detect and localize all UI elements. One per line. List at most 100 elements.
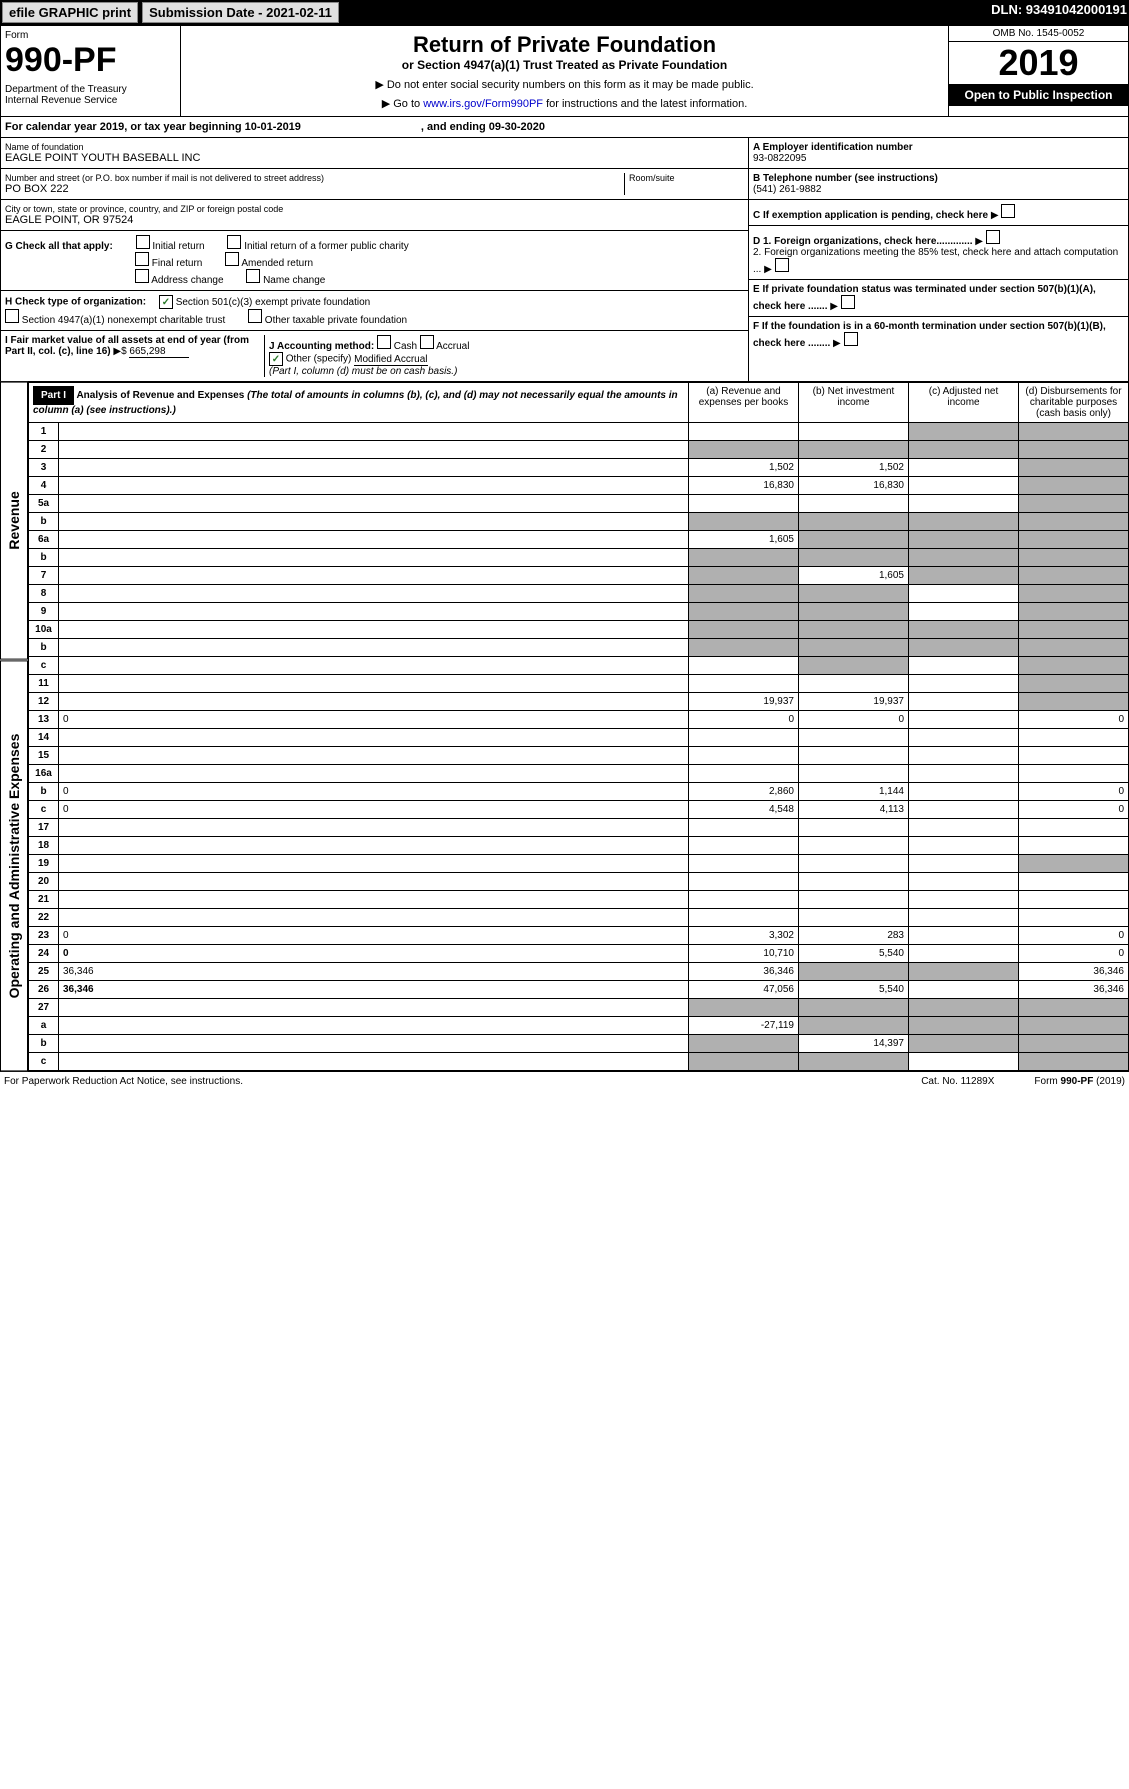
other-method-val: Modified Accrual — [354, 354, 427, 366]
val-b — [799, 639, 909, 657]
val-a: 1,502 — [689, 459, 799, 477]
val-c — [909, 729, 1019, 747]
omb: OMB No. 1545-0052 — [949, 26, 1128, 42]
val-d — [1019, 693, 1129, 711]
table-row: 31,5021,502 — [29, 459, 1129, 477]
table-row: 8 — [29, 585, 1129, 603]
row-desc — [59, 657, 689, 675]
submission-btn[interactable]: Submission Date - 2021-02-11 — [142, 2, 339, 23]
val-c — [909, 1053, 1019, 1071]
val-d — [1019, 765, 1129, 783]
val-b: 5,540 — [799, 945, 909, 963]
part1-label: Part I — [33, 386, 74, 405]
opt-other: Other (specify) — [286, 354, 352, 365]
val-b: 5,540 — [799, 981, 909, 999]
cb-4947[interactable] — [5, 309, 19, 323]
table-row: 416,83016,830 — [29, 477, 1129, 495]
form-title: Return of Private Foundation — [187, 32, 942, 58]
val-a: 19,937 — [689, 693, 799, 711]
col-d: (d) Disbursements for charitable purpose… — [1019, 383, 1129, 423]
cb-initial[interactable] — [136, 235, 150, 249]
val-c — [909, 495, 1019, 513]
row-num: b — [29, 639, 59, 657]
val-a — [689, 423, 799, 441]
val-d — [1019, 585, 1129, 603]
cb-c[interactable] — [1001, 204, 1015, 218]
val-b — [799, 495, 909, 513]
val-d — [1019, 747, 1129, 765]
row-num: a — [29, 1017, 59, 1035]
cb-initial-former[interactable] — [227, 235, 241, 249]
row-num: 23 — [29, 927, 59, 945]
addr-label: Number and street (or P.O. box number if… — [5, 173, 624, 183]
d2-label: 2. Foreign organizations meeting the 85%… — [753, 247, 1118, 275]
val-b — [799, 441, 909, 459]
irs-link[interactable]: www.irs.gov/Form990PF — [423, 98, 543, 110]
cb-name-change[interactable] — [246, 269, 260, 283]
opt-other-tax: Other taxable private foundation — [265, 315, 407, 326]
val-a — [689, 513, 799, 531]
form-header: Form 990-PF Department of the TreasuryIn… — [0, 25, 1129, 117]
opt-amended: Amended return — [241, 258, 313, 269]
val-a: 2,860 — [689, 783, 799, 801]
val-a: 4,548 — [689, 801, 799, 819]
opt-final: Final return — [152, 258, 203, 269]
col-a: (a) Revenue and expenses per books — [689, 383, 799, 423]
footer-cat: Cat. No. 11289X — [921, 1076, 994, 1087]
cb-d1[interactable] — [986, 230, 1000, 244]
cb-amended[interactable] — [225, 252, 239, 266]
row-num: 11 — [29, 675, 59, 693]
val-a — [689, 729, 799, 747]
cb-other-method[interactable] — [269, 352, 283, 366]
cb-f[interactable] — [844, 332, 858, 346]
val-c — [909, 1017, 1019, 1035]
val-a — [689, 603, 799, 621]
footer-left: For Paperwork Reduction Act Notice, see … — [4, 1076, 243, 1087]
val-d — [1019, 657, 1129, 675]
val-d — [1019, 477, 1129, 495]
cb-d2[interactable] — [775, 258, 789, 272]
room-label: Room/suite — [629, 173, 744, 183]
cb-501c3[interactable] — [159, 295, 173, 309]
val-a: 1,605 — [689, 531, 799, 549]
cb-addr-change[interactable] — [135, 269, 149, 283]
row-desc — [59, 837, 689, 855]
val-c — [909, 747, 1019, 765]
footer: For Paperwork Reduction Act Notice, see … — [0, 1071, 1129, 1091]
val-c — [909, 891, 1019, 909]
row-desc — [59, 549, 689, 567]
cb-cash[interactable] — [377, 335, 391, 349]
val-d — [1019, 423, 1129, 441]
val-b: 4,113 — [799, 801, 909, 819]
row-num: 18 — [29, 837, 59, 855]
cb-accrual[interactable] — [420, 335, 434, 349]
row-desc: 0 — [59, 783, 689, 801]
val-b: 19,937 — [799, 693, 909, 711]
table-row: 11 — [29, 675, 1129, 693]
j-label: J Accounting method: — [269, 341, 374, 352]
val-c — [909, 783, 1019, 801]
foundation-name: EAGLE POINT YOUTH BASEBALL INC — [5, 152, 744, 164]
cb-final[interactable] — [135, 252, 149, 266]
e-label: E If private foundation status was termi… — [753, 284, 1096, 312]
dln: DLN: 93491042000191 — [991, 2, 1127, 23]
val-c — [909, 657, 1019, 675]
table-row: b — [29, 639, 1129, 657]
row-desc — [59, 1017, 689, 1035]
val-b: 1,144 — [799, 783, 909, 801]
row-num: 19 — [29, 855, 59, 873]
table-row: 19 — [29, 855, 1129, 873]
val-d — [1019, 909, 1129, 927]
cb-e[interactable] — [841, 295, 855, 309]
cb-other-tax[interactable] — [248, 309, 262, 323]
row-num: 3 — [29, 459, 59, 477]
row-desc — [59, 1035, 689, 1053]
row-desc — [59, 1053, 689, 1071]
row-num: 8 — [29, 585, 59, 603]
table-row: 2303,3022830 — [29, 927, 1129, 945]
val-a — [689, 549, 799, 567]
efile-btn[interactable]: efile GRAPHIC print — [2, 2, 138, 23]
row-num: 2 — [29, 441, 59, 459]
row-desc — [59, 423, 689, 441]
val-c — [909, 585, 1019, 603]
